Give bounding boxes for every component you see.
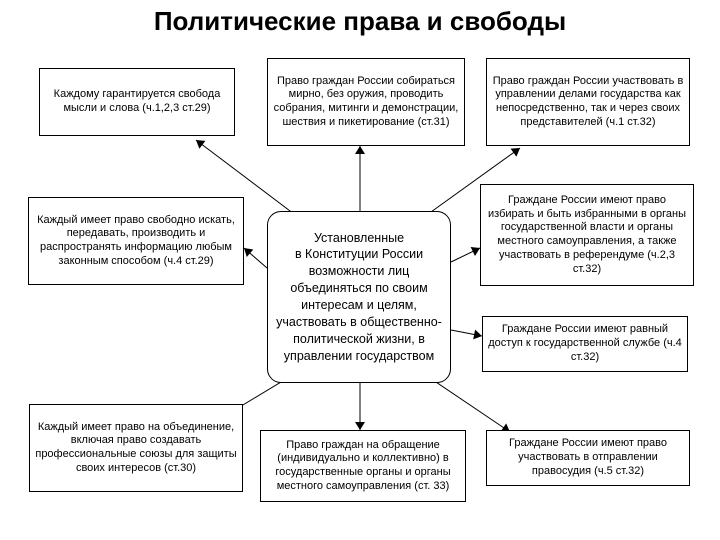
node-b7: Граждане России имеют право избирать и б… <box>480 184 694 286</box>
node-b9: Граждане России имеют право участвовать … <box>486 430 690 486</box>
node-b3: Каждый имеет право на объединение, включ… <box>29 404 243 492</box>
central-node: Установленные в Конституции России возмо… <box>267 211 451 383</box>
node-b5: Право граждан на обращение (индивидуальн… <box>260 430 466 502</box>
node-b4: Право граждан России собираться мирно, б… <box>267 58 465 146</box>
node-b1: Каждому гарантируется свобода мысли и сл… <box>39 68 235 136</box>
page-title: Политические права и свободы <box>0 6 720 37</box>
node-b8: Граждане России имеют равный доступ к го… <box>482 316 688 372</box>
node-b6: Право граждан России участвовать в управ… <box>486 58 690 146</box>
node-b2: Каждый имеет право свободно искать, пере… <box>28 197 244 285</box>
